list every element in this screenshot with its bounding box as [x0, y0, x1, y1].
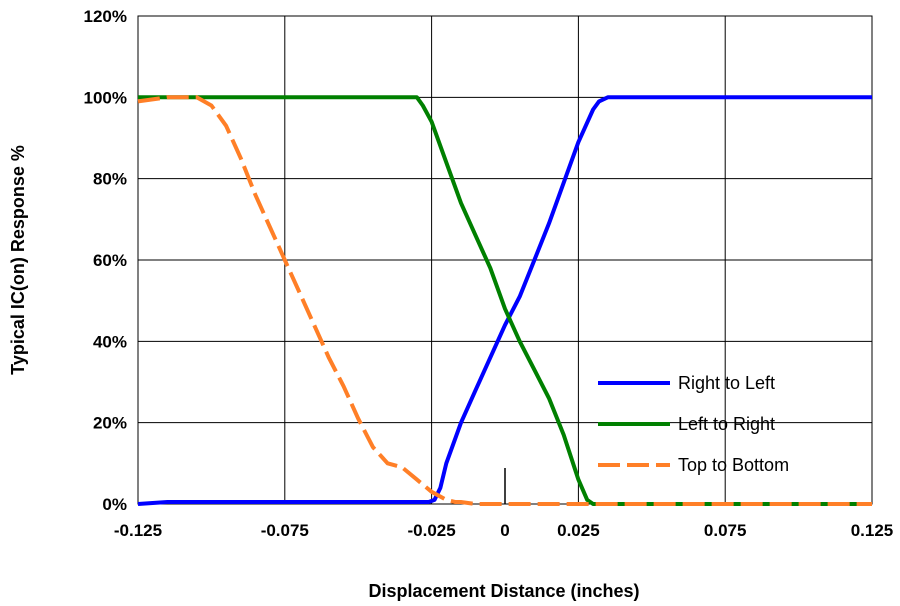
y-axis-title: Typical IC(on) Response % [8, 145, 28, 375]
y-tick-label: 40% [93, 332, 127, 351]
legend-label: Right to Left [678, 373, 775, 393]
x-tick-label: -0.075 [261, 521, 309, 540]
zero-marker-label: 0 [500, 521, 509, 540]
y-axis-ticks: 0% 20% 40% 60% 80% 100% 120% [84, 7, 127, 514]
x-tick-label: 0.075 [704, 521, 747, 540]
y-tick-label: 0% [102, 495, 127, 514]
x-tick-label: 0.125 [851, 521, 894, 540]
legend: Right to Left Left to Right Top to Bottom [598, 373, 789, 475]
x-axis-ticks: -0.125 -0.075 -0.025 0.025 0.075 0.125 [114, 521, 893, 540]
zero-marker: 0 [500, 468, 510, 540]
series-layer [137, 95, 872, 506]
series-line-top-to-bottom [137, 95, 872, 506]
y-tick-label: 20% [93, 414, 127, 433]
y-tick-label: 60% [93, 251, 127, 270]
x-tick-label: -0.025 [407, 521, 455, 540]
series-line-right-to-left [137, 95, 872, 506]
y-tick-label: 100% [84, 88, 127, 107]
x-axis-title: Displacement Distance (inches) [368, 581, 639, 601]
x-tick-label: -0.125 [114, 521, 162, 540]
legend-label: Top to Bottom [678, 455, 789, 475]
y-tick-label: 120% [84, 7, 127, 26]
legend-label: Left to Right [678, 414, 775, 434]
x-tick-label: 0.025 [557, 521, 600, 540]
y-tick-label: 80% [93, 170, 127, 189]
